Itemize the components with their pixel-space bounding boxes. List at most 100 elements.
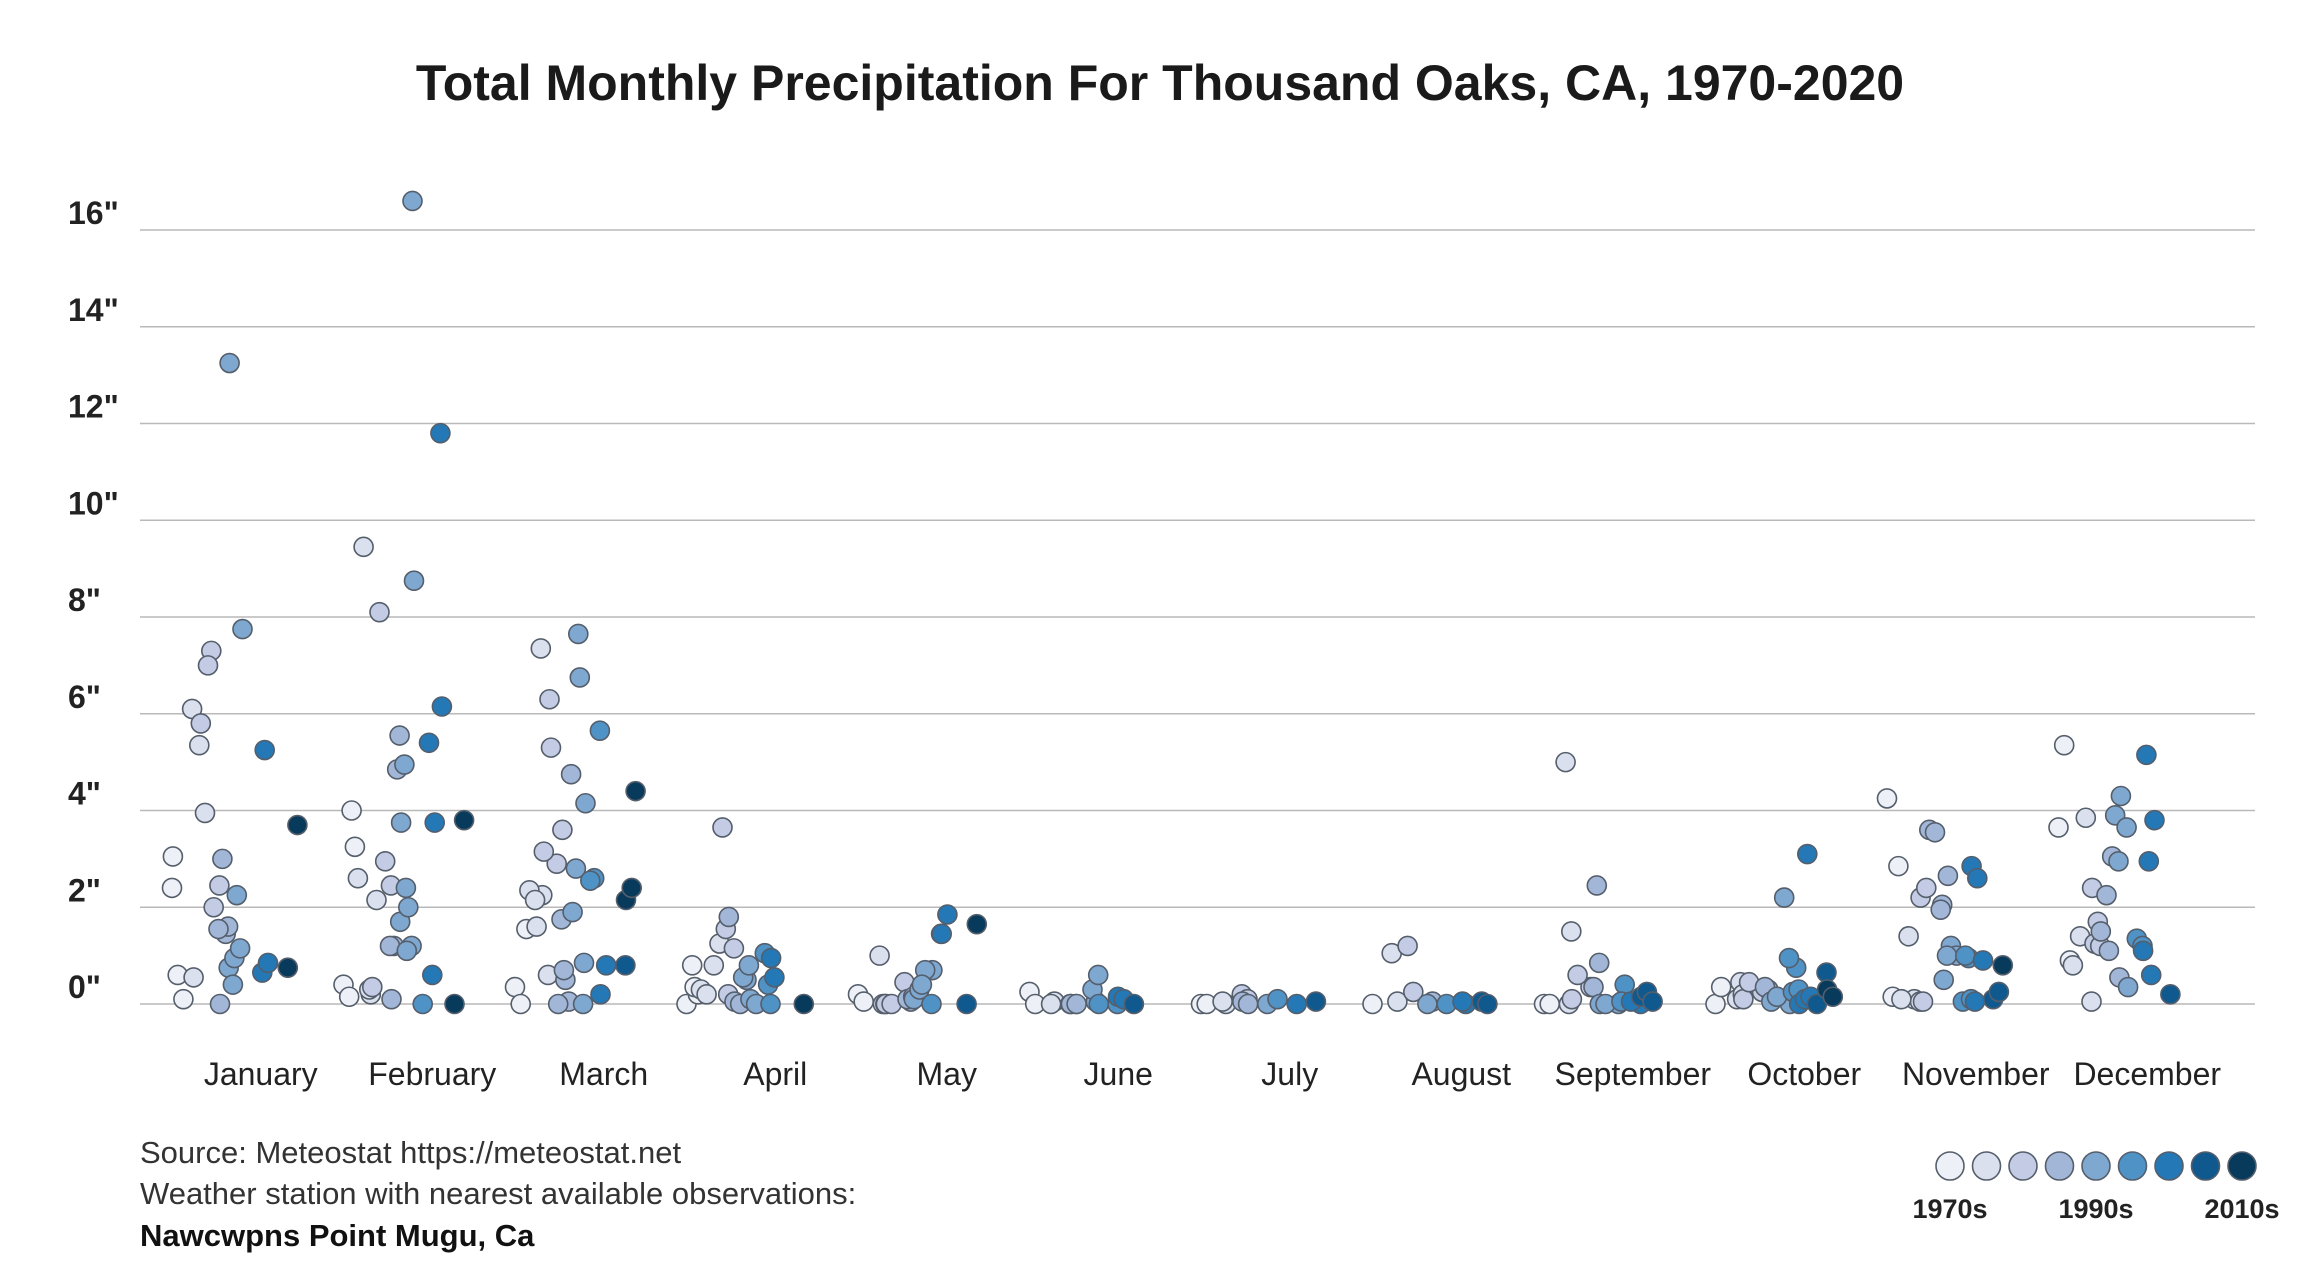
data-point <box>1066 993 1087 1015</box>
legend-label: 1970s <box>1912 1194 1987 1224</box>
data-point <box>395 877 417 899</box>
data-point <box>229 938 251 959</box>
data-point <box>921 993 942 1015</box>
x-tick-label: September <box>1554 1056 1711 1092</box>
data-point <box>540 737 562 758</box>
data-point <box>1912 991 1934 1012</box>
data-point <box>341 800 362 821</box>
data-point <box>353 536 374 558</box>
data-point <box>2132 940 2154 962</box>
data-point <box>418 732 440 754</box>
legend-swatch <box>2117 1151 2148 1181</box>
data-point <box>2117 976 2139 998</box>
data-point <box>1930 899 1951 920</box>
data-point <box>2062 954 2084 976</box>
y-tick-label: 0" <box>68 969 101 1005</box>
data-point <box>396 940 418 962</box>
data-point <box>569 667 591 688</box>
data-point <box>524 889 546 911</box>
data-point <box>453 809 475 831</box>
data-point <box>2110 785 2132 807</box>
data-point <box>1237 993 1259 1015</box>
data-point <box>1888 855 1909 877</box>
data-point <box>956 993 977 1015</box>
data-point <box>338 986 360 1008</box>
data-point <box>1924 821 1946 843</box>
data-point <box>793 993 815 1015</box>
data-point <box>1891 988 1912 1010</box>
data-point <box>183 967 204 988</box>
data-point <box>402 190 423 212</box>
data-point <box>760 993 781 1015</box>
data-point <box>2160 984 2181 1005</box>
data-point <box>1212 991 1233 1012</box>
data-point <box>1397 935 1418 957</box>
data-point <box>1362 993 1383 1015</box>
data-point <box>1967 867 1988 889</box>
data-point <box>226 884 248 906</box>
data-point <box>1586 875 1608 896</box>
data-point <box>194 802 216 824</box>
data-point <box>853 991 875 1012</box>
data-point <box>1955 945 1976 966</box>
x-tick-label: January <box>204 1056 318 1092</box>
data-point <box>1642 991 1663 1012</box>
data-point <box>1588 952 1610 974</box>
y-tick-label: 2" <box>68 872 101 908</box>
data-point <box>625 780 646 802</box>
data-point <box>1937 865 1959 887</box>
data-point <box>390 812 412 833</box>
data-point <box>1403 981 1424 1003</box>
data-point <box>1040 993 1062 1015</box>
data-point <box>366 889 387 911</box>
data-point <box>723 938 745 959</box>
x-tick-label: November <box>1902 1056 2050 1092</box>
data-point <box>2081 991 2102 1012</box>
legend-swatch <box>1935 1151 1965 1181</box>
data-point <box>403 570 425 592</box>
data-point <box>579 870 601 891</box>
data-point <box>397 896 419 918</box>
data-point <box>430 422 451 444</box>
data-point <box>539 688 560 710</box>
data-point <box>257 952 279 974</box>
data-point <box>560 763 582 785</box>
data-point <box>254 739 276 761</box>
data-point <box>381 988 402 1010</box>
data-point <box>575 792 596 814</box>
data-point <box>1705 993 1726 1015</box>
data-point <box>966 913 988 935</box>
data-point <box>190 713 212 734</box>
legend-swatch <box>1971 1151 2002 1181</box>
data-point <box>621 877 643 899</box>
legend-label: 1990s <box>2058 1194 2133 1224</box>
data-point <box>504 976 526 998</box>
y-tick-label: 14" <box>68 292 119 328</box>
station-name: Nawcwpns Point Mugu, Ca <box>140 1218 535 1253</box>
data-point <box>712 817 733 838</box>
data-point <box>374 850 396 872</box>
data-point <box>1555 751 1576 773</box>
data-point <box>2138 850 2160 872</box>
data-point <box>1567 964 1588 986</box>
x-tick-label: December <box>2073 1056 2221 1092</box>
data-point <box>222 974 244 995</box>
data-point <box>389 725 410 746</box>
data-point <box>344 836 366 858</box>
decade-legend: 1970s 1990s 2010s <box>1912 1151 2280 1224</box>
data-point <box>760 947 782 969</box>
data-point <box>1778 947 1800 969</box>
legend-swatch <box>2081 1151 2111 1181</box>
data-point <box>572 993 594 1015</box>
data-point <box>1452 991 1473 1012</box>
data-point <box>1088 993 1110 1015</box>
data-point <box>1876 788 1898 809</box>
legend-swatch <box>2044 1151 2075 1181</box>
data-point <box>203 896 224 918</box>
data-point <box>1305 991 1327 1012</box>
y-tick-label: 10" <box>68 485 119 521</box>
data-point <box>1087 964 1109 986</box>
x-tick-label: April <box>743 1056 807 1092</box>
data-point <box>911 974 933 995</box>
data-point <box>209 993 231 1015</box>
